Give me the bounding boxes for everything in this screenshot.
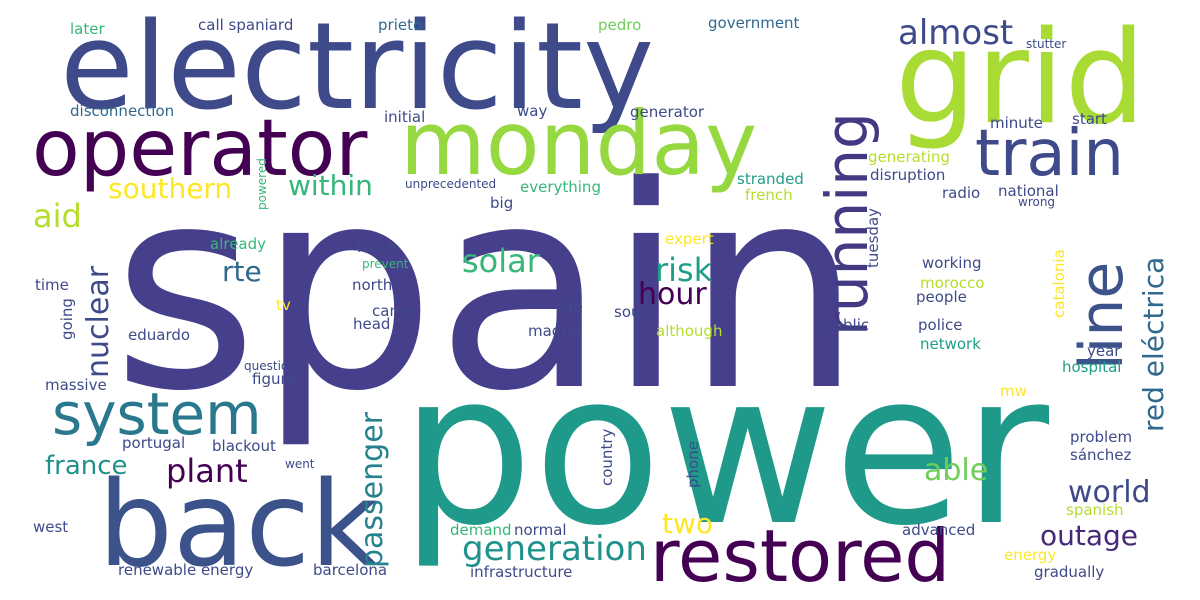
word-able: able xyxy=(924,453,989,488)
word-people: people xyxy=(916,288,967,306)
word-year: year xyxy=(1087,342,1121,360)
word-risk: risk xyxy=(655,251,713,289)
word-spain: spain xyxy=(112,127,863,453)
word-advanced: advanced xyxy=(902,521,976,539)
word-energy: energy xyxy=(1004,546,1057,564)
word-mw: mw xyxy=(1000,382,1027,400)
word-blackout: blackout xyxy=(212,437,276,455)
word-south: south xyxy=(614,303,656,321)
word-southern: southern xyxy=(108,172,233,205)
word-later: later xyxy=(70,20,105,38)
word-going: going xyxy=(58,298,76,340)
word-phone: phone xyxy=(684,441,702,488)
word-power: power xyxy=(400,327,1050,572)
word-morocco: morocco xyxy=(920,274,985,292)
word-gradually: gradually xyxy=(1034,563,1105,581)
word-world: world xyxy=(1068,475,1151,510)
word-normal: normal xyxy=(514,521,567,539)
word-north: north xyxy=(352,276,393,294)
word-eduardo: eduardo xyxy=(128,326,191,344)
word-portugal: portugal xyxy=(122,434,186,452)
word-barcelona: barcelona xyxy=(313,561,388,579)
word-aid: aid xyxy=(33,197,82,235)
word-demand: demand xyxy=(450,521,512,539)
word-rte: rte xyxy=(222,255,262,288)
word-electricity: electricity xyxy=(60,0,655,137)
word-police: police xyxy=(918,316,963,334)
word-government: government xyxy=(708,14,800,32)
word-sanchez: sánchez xyxy=(1070,446,1132,464)
word-disconnection: disconnection xyxy=(70,102,175,120)
word-almost: almost xyxy=(898,13,1014,53)
word-expert: expert xyxy=(665,230,714,248)
word-grid: grid xyxy=(895,4,1146,153)
word-initial: initial xyxy=(384,108,426,126)
word-hour: hour xyxy=(638,277,707,312)
word-national: national xyxy=(998,182,1059,200)
word-powered: powered xyxy=(255,158,269,210)
word-monday: monday xyxy=(400,92,758,195)
word-life: life xyxy=(560,298,583,316)
word-renewable-energy: renewable energy xyxy=(118,561,254,579)
word-already: already xyxy=(210,235,267,253)
word-problem: problem xyxy=(1070,428,1133,446)
word-came: came xyxy=(372,302,414,320)
word-question: question xyxy=(244,359,296,373)
word-country: country xyxy=(598,428,616,486)
word-radio: radio xyxy=(942,184,981,202)
word-pedro: pedro xyxy=(598,16,642,34)
word-within: within xyxy=(288,169,373,202)
word-operator: operator xyxy=(32,104,368,194)
word-everything: everything xyxy=(520,178,601,196)
word-system: system xyxy=(52,380,262,448)
word-disruption: disruption xyxy=(870,166,946,184)
word-unprecedented: unprecedented xyxy=(405,177,497,191)
word-plant: plant xyxy=(166,452,248,490)
word-way: way xyxy=(517,102,548,120)
word-prieto: prieto xyxy=(378,16,423,34)
word-red-electrica: red eléctrica xyxy=(1137,256,1170,432)
word-massive: massive xyxy=(45,376,107,394)
word-hospital: hospital xyxy=(1062,358,1122,376)
word-figure: figure xyxy=(252,370,296,388)
word-tuesday: tuesday xyxy=(864,207,882,268)
word-wrong: wrong xyxy=(1018,195,1056,209)
word-outage: outage xyxy=(1040,519,1139,552)
word-spanish: spanish xyxy=(1066,501,1124,519)
word-generation: generation xyxy=(462,529,647,569)
word-catalonia: catalonia xyxy=(1050,249,1068,318)
word-back: back xyxy=(98,455,379,593)
word-train: train xyxy=(975,117,1124,191)
word-passenger: passenger xyxy=(355,412,390,568)
word-stranded: stranded xyxy=(737,170,804,188)
word-generator: generator xyxy=(630,103,705,121)
word-tv: tv xyxy=(276,296,291,314)
word-two: two xyxy=(662,507,714,540)
word-prevent: prevent xyxy=(362,257,409,271)
word-stutter: stutter xyxy=(1026,37,1067,51)
word-network: network xyxy=(920,335,981,353)
word-call-spaniard: call spaniard xyxy=(198,16,294,34)
word-went: went xyxy=(285,457,315,471)
word-infrastructure: infrastructure xyxy=(470,563,573,581)
word-head: head xyxy=(353,315,391,333)
word-madrid: madrid xyxy=(528,322,582,340)
word-focus: focus xyxy=(357,238,398,256)
word-restored: restored xyxy=(650,514,951,598)
word-start: start xyxy=(1072,110,1107,128)
word-french: french xyxy=(745,186,793,204)
word-solar: solar xyxy=(462,242,540,280)
word-time: time xyxy=(35,276,69,294)
word-minute: minute xyxy=(990,114,1043,132)
word-public: public xyxy=(824,316,870,334)
word-nuclear: nuclear xyxy=(81,265,116,378)
word-france: france xyxy=(45,451,128,481)
word-west: west xyxy=(33,518,69,536)
word-working: working xyxy=(922,254,982,272)
word-big: big xyxy=(490,194,514,212)
word-although: although xyxy=(656,322,723,340)
word-generating: generating xyxy=(868,148,950,166)
